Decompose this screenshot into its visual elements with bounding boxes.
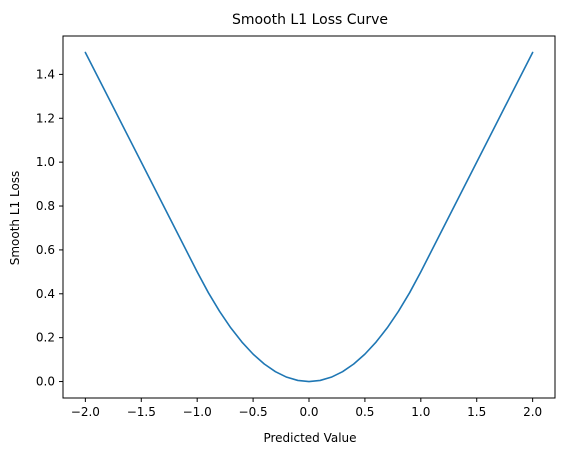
x-tick-label: −1.5 bbox=[127, 405, 156, 419]
y-tick-label: 1.4 bbox=[36, 67, 55, 81]
y-tick-label: 0.6 bbox=[36, 243, 55, 257]
plot-frame bbox=[62, 35, 556, 399]
y-tick-label: 0.4 bbox=[36, 287, 55, 301]
y-axis-label: Smooth L1 Loss bbox=[8, 171, 22, 266]
plot-area: −2.0 −1.5 −1.0 −0.5 0.0 0.5 1.0 1.5 2.0 0.0 0.2 0.4… bbox=[36, 35, 556, 419]
x-tick-label: −1.0 bbox=[183, 405, 212, 419]
x-tick-label: 1.5 bbox=[467, 405, 486, 419]
y-tick-label: 0.2 bbox=[36, 331, 55, 345]
x-tick-label: 1.0 bbox=[411, 405, 430, 419]
chart-title: Smooth L1 Loss Curve bbox=[232, 12, 388, 28]
x-tick-label: −2.0 bbox=[71, 405, 100, 419]
y-tick-label: 1.0 bbox=[36, 155, 55, 169]
y-tick-label: 0.0 bbox=[36, 375, 55, 389]
series-line-0 bbox=[84, 51, 534, 383]
y-tick-label: 1.2 bbox=[36, 111, 55, 125]
x-tick-label: 0.5 bbox=[355, 405, 374, 419]
x-axis-label: Predicted Value bbox=[263, 431, 356, 445]
x-tick-label: −0.5 bbox=[239, 405, 268, 419]
x-tick-label: 0.0 bbox=[299, 405, 318, 419]
y-tick-label: 0.8 bbox=[36, 199, 55, 213]
x-tick-label: 2.0 bbox=[523, 405, 542, 419]
